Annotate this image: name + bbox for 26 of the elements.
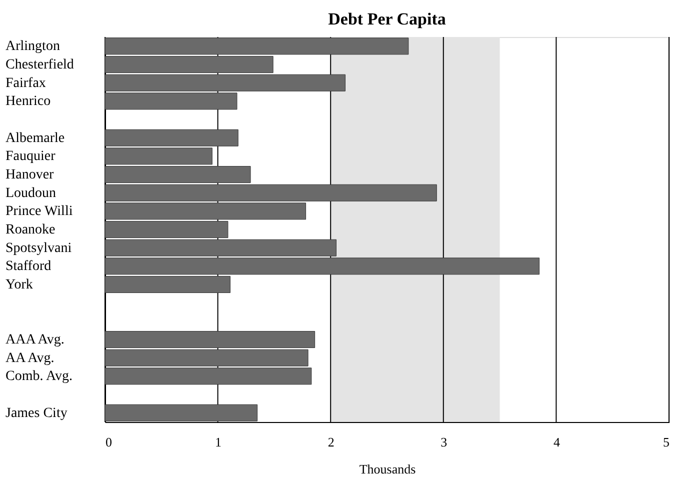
y-tick-label: Roanoke (6, 222, 56, 238)
y-tick-label: Hanover (6, 168, 54, 182)
y-tick-label: James City (6, 406, 68, 421)
y-tick-label: Stafford (6, 259, 52, 274)
y-tick-label: York (6, 278, 33, 292)
x-tick-label: 3 (440, 434, 448, 450)
x-tick-label: 1 (215, 434, 222, 450)
y-tick-label: Arlington (6, 39, 60, 54)
y-tick-label: Fairfax (6, 76, 46, 91)
chart-title: Debt Per Capita (328, 10, 446, 28)
x-tick-label: 4 (553, 434, 560, 450)
x-tick-label: 0 (106, 434, 112, 450)
y-tick-label: Fauquier (6, 149, 56, 164)
y-tick-label: AAA Avg. (6, 332, 64, 348)
y-tick-label: Albemarle (6, 130, 65, 146)
y-tick-label: Comb. Avg. (6, 369, 73, 384)
y-tick-label: Loudoun (6, 186, 56, 201)
x-tick-label: 5 (663, 434, 670, 450)
y-tick-label: AA Avg. (6, 350, 54, 366)
x-tick-label: 2 (328, 434, 334, 450)
bar (104, 404, 258, 422)
y-tick-label: Chesterfield (6, 58, 74, 72)
y-tick-label: Prince Willi (6, 204, 73, 220)
y-tick-label: Henrico (6, 94, 51, 110)
y-tick-label: Spotsylvani (6, 240, 72, 256)
x-axis-title: Thousands (359, 462, 416, 476)
